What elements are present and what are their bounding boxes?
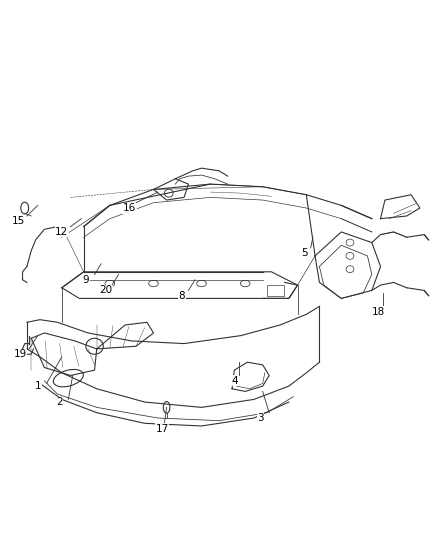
Text: 15: 15 (11, 216, 25, 227)
Text: 18: 18 (372, 306, 385, 317)
Text: 17: 17 (155, 424, 169, 434)
Text: 9: 9 (82, 275, 89, 285)
Text: 19: 19 (14, 349, 27, 359)
Text: 16: 16 (123, 203, 136, 213)
Text: 5: 5 (301, 248, 307, 258)
Text: 20: 20 (99, 286, 112, 295)
Bar (267, 285, 285, 296)
Text: 12: 12 (55, 227, 68, 237)
Text: 8: 8 (179, 290, 185, 301)
Text: 1: 1 (35, 381, 41, 391)
Text: 4: 4 (231, 376, 237, 386)
Text: 2: 2 (57, 397, 63, 407)
Text: 3: 3 (257, 413, 264, 423)
